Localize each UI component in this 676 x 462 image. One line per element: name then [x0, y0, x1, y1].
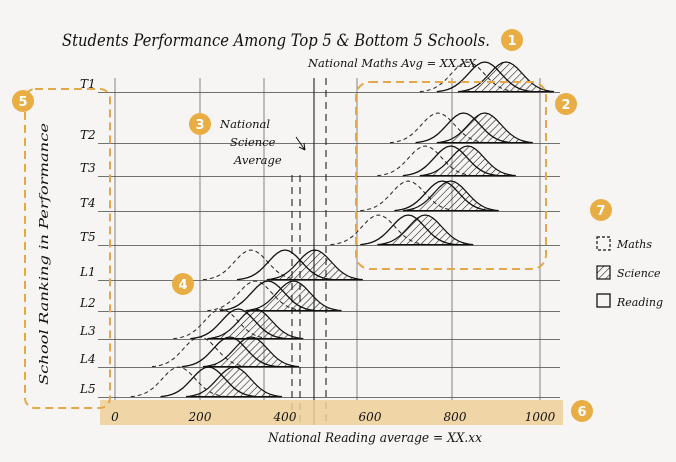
x-tick-label: 0	[111, 410, 119, 424]
ridge-science	[245, 280, 342, 312]
chart-title: Students Performance Among Top 5 & Botto…	[62, 31, 490, 51]
badge-4-number: 4	[178, 278, 187, 293]
row-label: T5	[80, 230, 96, 244]
x-tick-label: 400	[273, 410, 297, 424]
ridge-science	[266, 249, 363, 281]
ridge-science	[207, 308, 304, 340]
row-label: L2	[79, 296, 96, 310]
badge-3: 3	[189, 113, 211, 135]
ridge-science	[436, 112, 533, 144]
legend-item-maths: Maths	[596, 236, 652, 251]
badge-2-number: 2	[561, 98, 570, 113]
row-label: L3	[79, 324, 96, 338]
maths-average-label: National Maths Avg = XX.XX	[307, 56, 477, 70]
badge-1: 1	[501, 29, 523, 51]
ridge-row	[173, 308, 304, 340]
row-label: L4	[79, 352, 96, 366]
y-axis-highlight-box	[24, 88, 111, 409]
row-label: L1	[79, 265, 96, 279]
row-label: T2	[80, 128, 96, 142]
science-average-arrow	[295, 136, 306, 151]
row-label: L5	[79, 382, 96, 396]
badge-2: 2	[555, 93, 577, 115]
x-axis-highlight	[100, 400, 563, 425]
legend-item-science: Science	[596, 265, 661, 280]
x-tick-label: 600	[359, 410, 382, 424]
ridge-row	[207, 280, 342, 312]
badge-4: 4	[172, 273, 194, 295]
legend-swatch-science	[596, 265, 611, 280]
legend-swatch-reading	[596, 293, 611, 308]
ridge-science	[402, 180, 499, 212]
badge-5: 5	[12, 90, 34, 112]
row-label: T1	[80, 77, 96, 91]
x-tick-label: 800	[444, 410, 467, 424]
badge-6: 6	[571, 400, 593, 422]
badge-5-number: 5	[18, 95, 27, 110]
ridge-row	[202, 249, 363, 281]
ridge-row	[419, 61, 555, 93]
x-tick-label: 1000	[525, 410, 556, 424]
badge-7: 7	[590, 199, 612, 221]
ridge-row	[377, 145, 516, 177]
legend: Maths Science Reading	[596, 236, 663, 309]
legend-label-science: Science	[617, 267, 661, 280]
ridge-science	[419, 145, 516, 177]
ridge-row	[360, 180, 499, 212]
ridge-row	[330, 214, 474, 246]
x-axis-ticks: 0 200 400 600 800 1000	[111, 410, 555, 424]
legend-label-maths: Maths	[616, 238, 652, 251]
row-label: T4	[80, 196, 96, 210]
ridgeline-chart: T1 T2 T3 T4 T5 L1 L2 L3 L4 L5	[79, 61, 560, 425]
ridge-science	[377, 214, 474, 246]
ridge-science	[457, 61, 555, 93]
top-schools-highlight-box	[355, 81, 547, 270]
badge-1-number: 1	[507, 34, 516, 49]
ridge-science	[185, 366, 283, 398]
ridge-science	[202, 336, 300, 368]
ridge-row	[389, 112, 533, 144]
legend-item-reading: Reading	[596, 293, 663, 309]
legend-label-reading: Reading	[616, 296, 663, 309]
science-average-line-3: Average	[233, 153, 282, 167]
science-average-line-2: Science	[230, 135, 276, 149]
row-label: T3	[80, 161, 96, 175]
ridge-row	[151, 336, 300, 368]
science-average-label: National Science Average	[219, 117, 306, 167]
badge-6-number: 6	[577, 405, 586, 420]
badge-7-number: 7	[596, 204, 605, 219]
science-average-line-1: National	[219, 117, 270, 131]
legend-swatch-maths	[596, 236, 611, 251]
ridge-row	[130, 366, 283, 398]
y-axis-label: School Ranking in Performance	[36, 123, 51, 385]
x-axis-label: National Reading average = XX.xx	[267, 431, 483, 446]
x-tick-label: 200	[188, 410, 212, 424]
badge-3-number: 3	[195, 118, 204, 133]
